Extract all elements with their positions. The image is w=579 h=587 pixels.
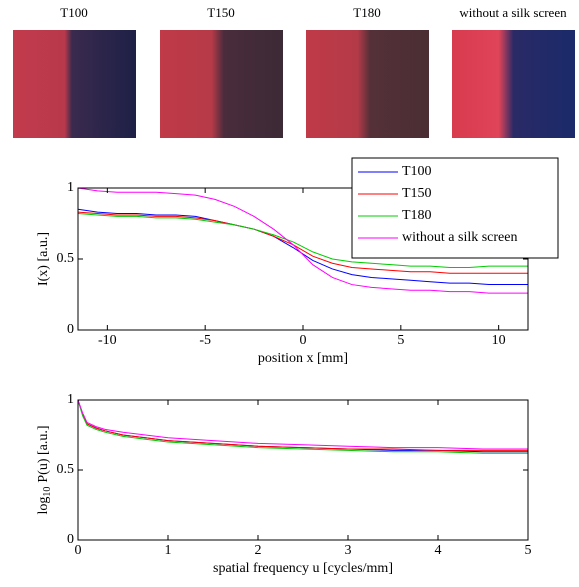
image-label: without a silk screen xyxy=(459,5,567,20)
x-tick-label: 0 xyxy=(300,333,307,348)
data-line xyxy=(77,399,528,451)
data-line xyxy=(77,187,528,294)
x-tick-label: -5 xyxy=(199,333,211,348)
legend-label: without a silk screen xyxy=(402,230,517,245)
y-tick-label: 0.5 xyxy=(57,462,75,477)
x-tick-label: -10 xyxy=(98,333,117,348)
plot-frame xyxy=(77,399,529,541)
y-label-base: log xyxy=(36,497,51,515)
legend-label: T100 xyxy=(402,164,432,179)
image-label: T150 xyxy=(207,5,234,20)
y-tick-label: 1 xyxy=(67,180,74,195)
y-tick-label: 1 xyxy=(67,392,74,407)
x-axis-label: spatial frequency u [cycles/mm] xyxy=(213,561,393,576)
x-tick-label: 5 xyxy=(397,333,404,348)
data-line xyxy=(77,399,528,453)
image-label: T100 xyxy=(60,5,87,20)
x-tick-label: 1 xyxy=(165,543,172,558)
x-tick-label: 4 xyxy=(435,543,442,558)
sample-image xyxy=(160,30,283,138)
data-line xyxy=(77,211,528,274)
y-axis-label: I(x) [a.u.] xyxy=(36,232,51,286)
x-axis-label: position x [mm] xyxy=(258,351,348,366)
y-label-sub: 10 xyxy=(42,487,53,497)
image-label: T180 xyxy=(353,5,380,20)
x-tick-label: 10 xyxy=(492,333,506,348)
x-tick-label: 5 xyxy=(525,543,532,558)
y-tick-label: 0 xyxy=(67,532,74,547)
data-line xyxy=(77,399,528,454)
sample-image xyxy=(452,30,575,138)
sample-image xyxy=(306,30,429,138)
data-line xyxy=(77,399,528,450)
data-line xyxy=(77,213,528,269)
y-axis-label: log10 P(u) [a.u.] xyxy=(36,425,53,514)
y-label-rest: P(u) [a.u.] xyxy=(36,425,51,482)
x-tick-label: 3 xyxy=(345,543,352,558)
y-tick-label: 0.5 xyxy=(57,251,75,266)
legend-label: T150 xyxy=(402,186,432,201)
y-tick-label: 0 xyxy=(67,322,74,337)
legend-box xyxy=(351,157,559,259)
x-tick-label: 2 xyxy=(255,543,262,558)
x-tick-label: 0 xyxy=(75,543,82,558)
sample-image xyxy=(13,30,136,138)
legend-label: T180 xyxy=(402,208,432,223)
